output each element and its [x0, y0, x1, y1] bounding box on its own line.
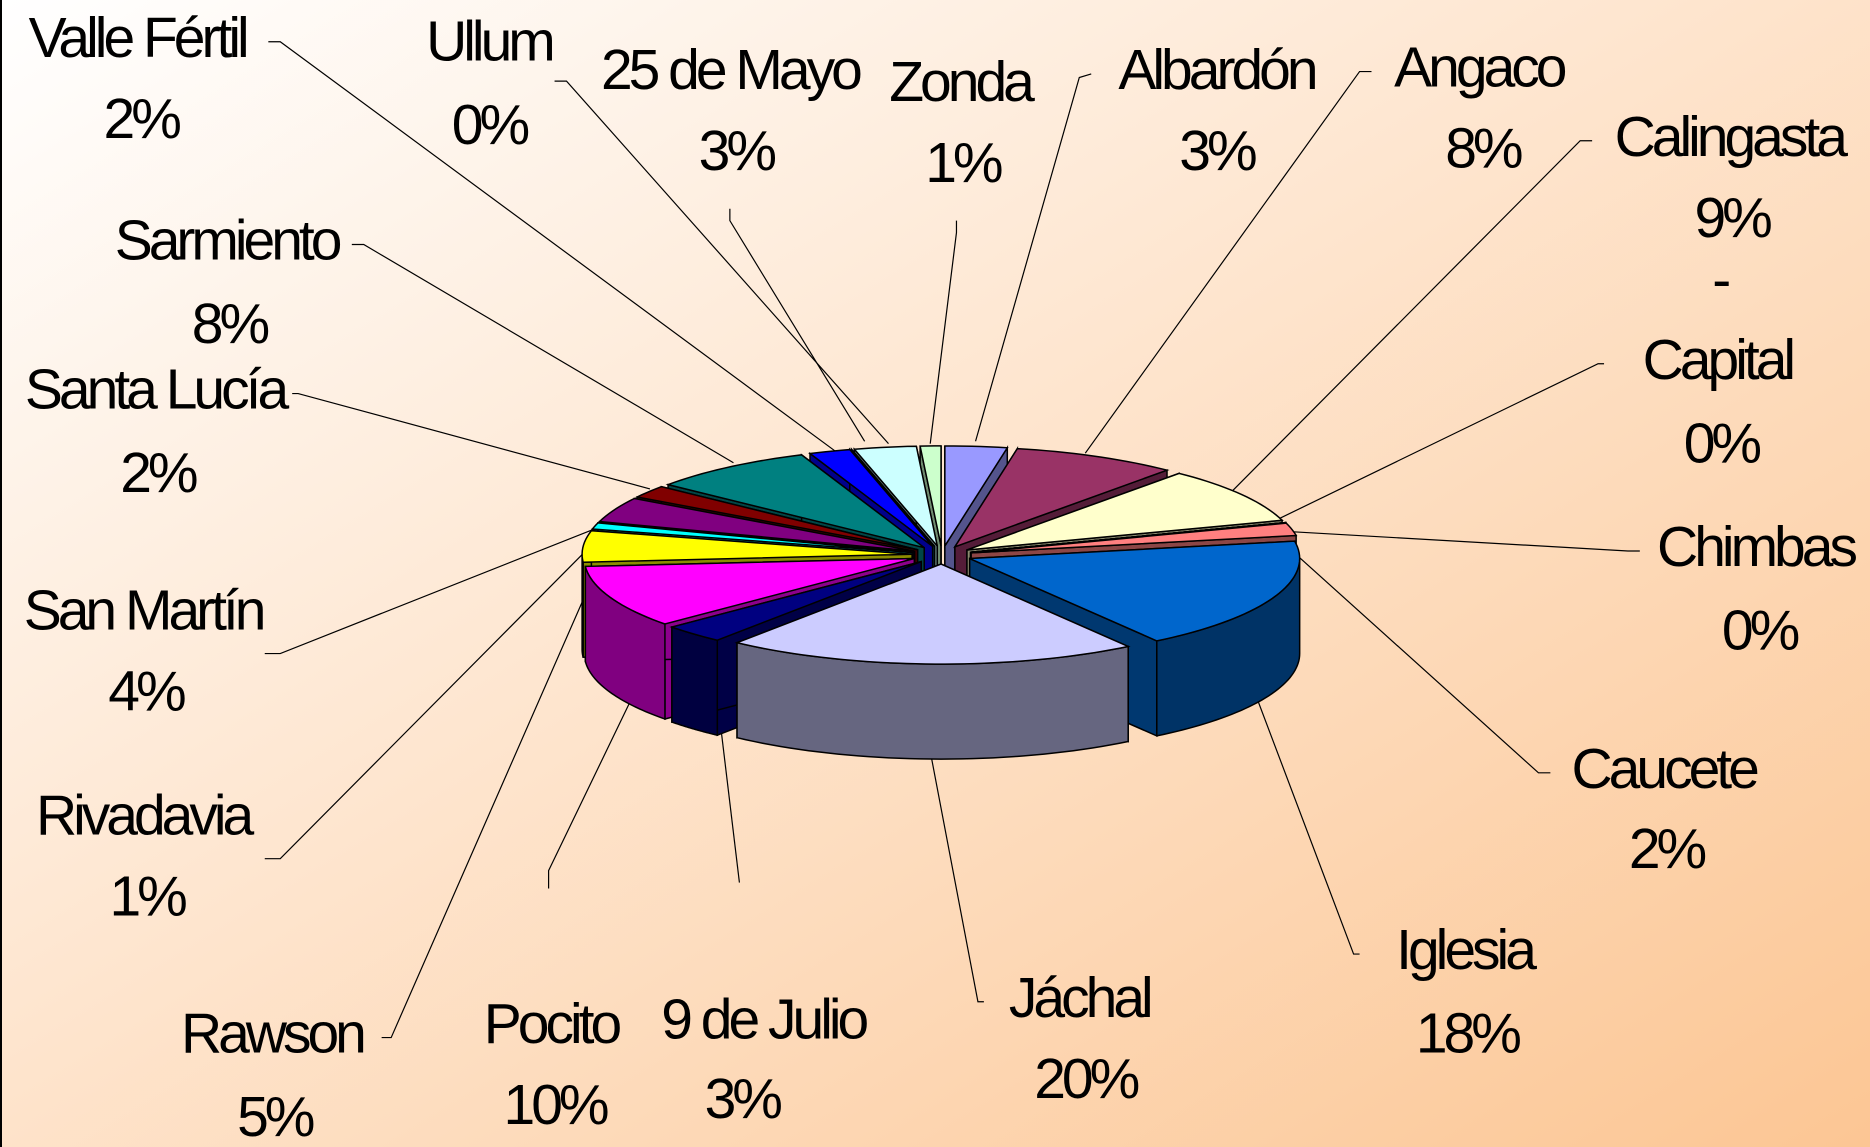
slice-top: [808, 448, 934, 547]
slice-top: [851, 448, 936, 547]
slice-top: [584, 557, 915, 625]
category-label: Zonda: [889, 50, 1035, 114]
category-label: Jáchal: [1009, 966, 1150, 1030]
value-label: 8%: [192, 292, 269, 356]
slice-top: [852, 445, 938, 547]
value-label: 0%: [452, 93, 529, 157]
leader-line: [264, 533, 603, 860]
category-label: Albardón: [1118, 38, 1314, 102]
slice-top: [581, 529, 913, 563]
value-label: 3%: [1179, 119, 1256, 183]
leader-line: [974, 73, 1092, 442]
value-label: 8%: [1445, 117, 1522, 181]
leader-line: [929, 220, 958, 444]
leader-line: [729, 208, 866, 442]
category-label: Santa Lucía: [25, 358, 290, 422]
slice-top: [953, 447, 1170, 549]
category-label: Iglesia: [1396, 918, 1537, 982]
slice-top: [969, 540, 1301, 642]
pie: [581, 445, 1301, 760]
leader-line: [1273, 533, 1551, 774]
value-label: 1%: [925, 131, 1002, 195]
leader-line: [351, 243, 734, 464]
value-label: 2%: [1629, 817, 1706, 881]
slice-top: [590, 522, 914, 554]
category-label: 25 de Mayo: [601, 38, 861, 102]
value-label: 4%: [108, 659, 185, 723]
value-label: 10%: [504, 1073, 608, 1137]
category-label: Sarmiento: [115, 209, 341, 273]
leader-line: [381, 542, 609, 1039]
leader-line: [1084, 70, 1372, 454]
category-label: San Martín: [24, 578, 263, 642]
category-label: 9 de Julio: [661, 987, 867, 1051]
category-label: Pocito: [484, 992, 621, 1056]
value-label: 3%: [705, 1067, 782, 1131]
category-label: Rawson: [181, 1002, 363, 1066]
leader-line: [554, 80, 889, 445]
category-label: Ullum: [426, 9, 552, 73]
value-label: 20%: [1034, 1047, 1138, 1111]
leader-line: [1227, 140, 1593, 496]
slice-top: [734, 563, 1131, 665]
slice-top: [665, 454, 925, 549]
value-label: 18%: [1416, 1002, 1520, 1066]
leader-line: [547, 697, 633, 889]
category-label: Valle Fértil: [29, 6, 246, 70]
value-label: 0%: [1722, 599, 1799, 663]
leader-line: [929, 751, 984, 1003]
labels: Albardón 3% Angaco 8% Calingasta 9% Capital 0% C…: [24, 6, 1861, 1147]
slice-top: [669, 560, 922, 641]
leader-line: [1266, 363, 1605, 526]
value-label: 0%: [1684, 411, 1761, 475]
value-label: 2%: [120, 441, 197, 505]
slice-side: [671, 626, 719, 737]
leader-line: [1251, 685, 1360, 955]
annotation: -: [1712, 248, 1729, 312]
value-label: 1%: [109, 864, 186, 928]
slice-top: [966, 472, 1284, 551]
slice-top: [971, 522, 1298, 554]
slice: [734, 562, 1131, 760]
leader-lines: [264, 41, 1640, 1039]
value-label: 5%: [237, 1085, 314, 1147]
value-label: 9%: [1694, 186, 1771, 250]
category-label: Caucete: [1572, 737, 1759, 801]
category-label: Angaco: [1394, 36, 1566, 100]
leader-line: [264, 518, 621, 655]
leader-line: [292, 392, 651, 490]
category-label: Chimbas: [1657, 515, 1856, 579]
value-label: 3%: [699, 119, 776, 183]
category-label: Capital: [1643, 328, 1793, 392]
leader-line: [1273, 530, 1640, 552]
category-label: Calingasta: [1615, 105, 1849, 169]
slice-top: [919, 445, 942, 547]
slice-top: [634, 485, 918, 551]
leader-line: [268, 41, 836, 452]
leader-line: [720, 733, 741, 883]
slice-side: [581, 554, 584, 658]
value-label: 2%: [104, 87, 181, 151]
slice-top: [597, 497, 915, 552]
category-label: Rivadavia: [36, 783, 255, 847]
slice-top: [944, 445, 1009, 549]
